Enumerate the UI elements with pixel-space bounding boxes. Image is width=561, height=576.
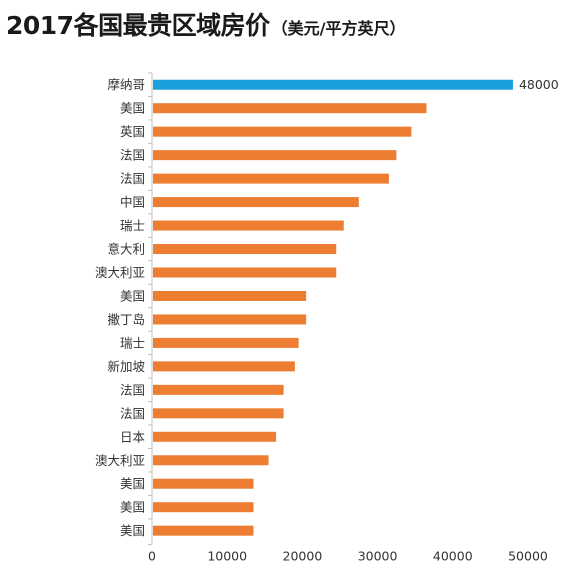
bar xyxy=(153,173,389,184)
bar xyxy=(153,244,337,255)
bar xyxy=(153,337,299,348)
data-label: 48000 xyxy=(519,77,559,92)
bar xyxy=(153,455,269,466)
title-main: 2017各国最贵区域房价 xyxy=(6,11,270,40)
category-label: 美国 xyxy=(120,288,145,303)
x-tick-label: 10000 xyxy=(207,548,247,563)
category-label: 法国 xyxy=(120,406,145,421)
category-label: 瑞士 xyxy=(120,335,145,350)
category-label: 法国 xyxy=(120,148,145,163)
category-label: 美国 xyxy=(120,476,145,491)
category-label: 瑞士 xyxy=(120,218,145,233)
category-label: 澳大利亚 xyxy=(95,265,145,280)
x-tick-label: 30000 xyxy=(358,548,398,563)
category-label: 日本 xyxy=(120,429,146,444)
x-tick-label: 50000 xyxy=(508,548,548,563)
bar xyxy=(153,431,277,442)
x-tick-label: 0 xyxy=(148,548,156,563)
bar xyxy=(153,314,307,325)
category-label: 美国 xyxy=(120,101,145,116)
category-label: 美国 xyxy=(120,500,145,515)
bar xyxy=(153,103,427,114)
category-label: 美国 xyxy=(120,523,145,538)
bar xyxy=(153,126,412,137)
bar xyxy=(153,502,254,513)
category-label: 澳大利亚 xyxy=(95,453,145,468)
bar xyxy=(153,197,359,208)
bar xyxy=(153,384,284,395)
bar xyxy=(153,290,307,301)
category-label: 英国 xyxy=(120,124,145,139)
category-label: 意大利 xyxy=(107,242,145,257)
category-label: 撒丁岛 xyxy=(107,312,145,327)
bar xyxy=(153,525,254,536)
bar xyxy=(153,150,397,161)
bar xyxy=(153,478,254,489)
x-tick-label: 40000 xyxy=(433,548,473,563)
category-label: 法国 xyxy=(120,382,145,397)
chart-title: 2017各国最贵区域房价 （美元/平方英尺） xyxy=(6,6,405,42)
bar xyxy=(153,408,284,419)
title-unit: （美元/平方英尺） xyxy=(271,19,406,38)
bar xyxy=(153,361,295,372)
bar xyxy=(153,220,344,231)
category-label: 新加坡 xyxy=(107,359,145,374)
bar xyxy=(153,267,337,278)
bar xyxy=(153,79,513,90)
x-tick-label: 20000 xyxy=(283,548,323,563)
category-label: 中国 xyxy=(120,195,145,210)
category-label: 摩纳哥 xyxy=(107,77,145,92)
category-label: 法国 xyxy=(120,171,145,186)
